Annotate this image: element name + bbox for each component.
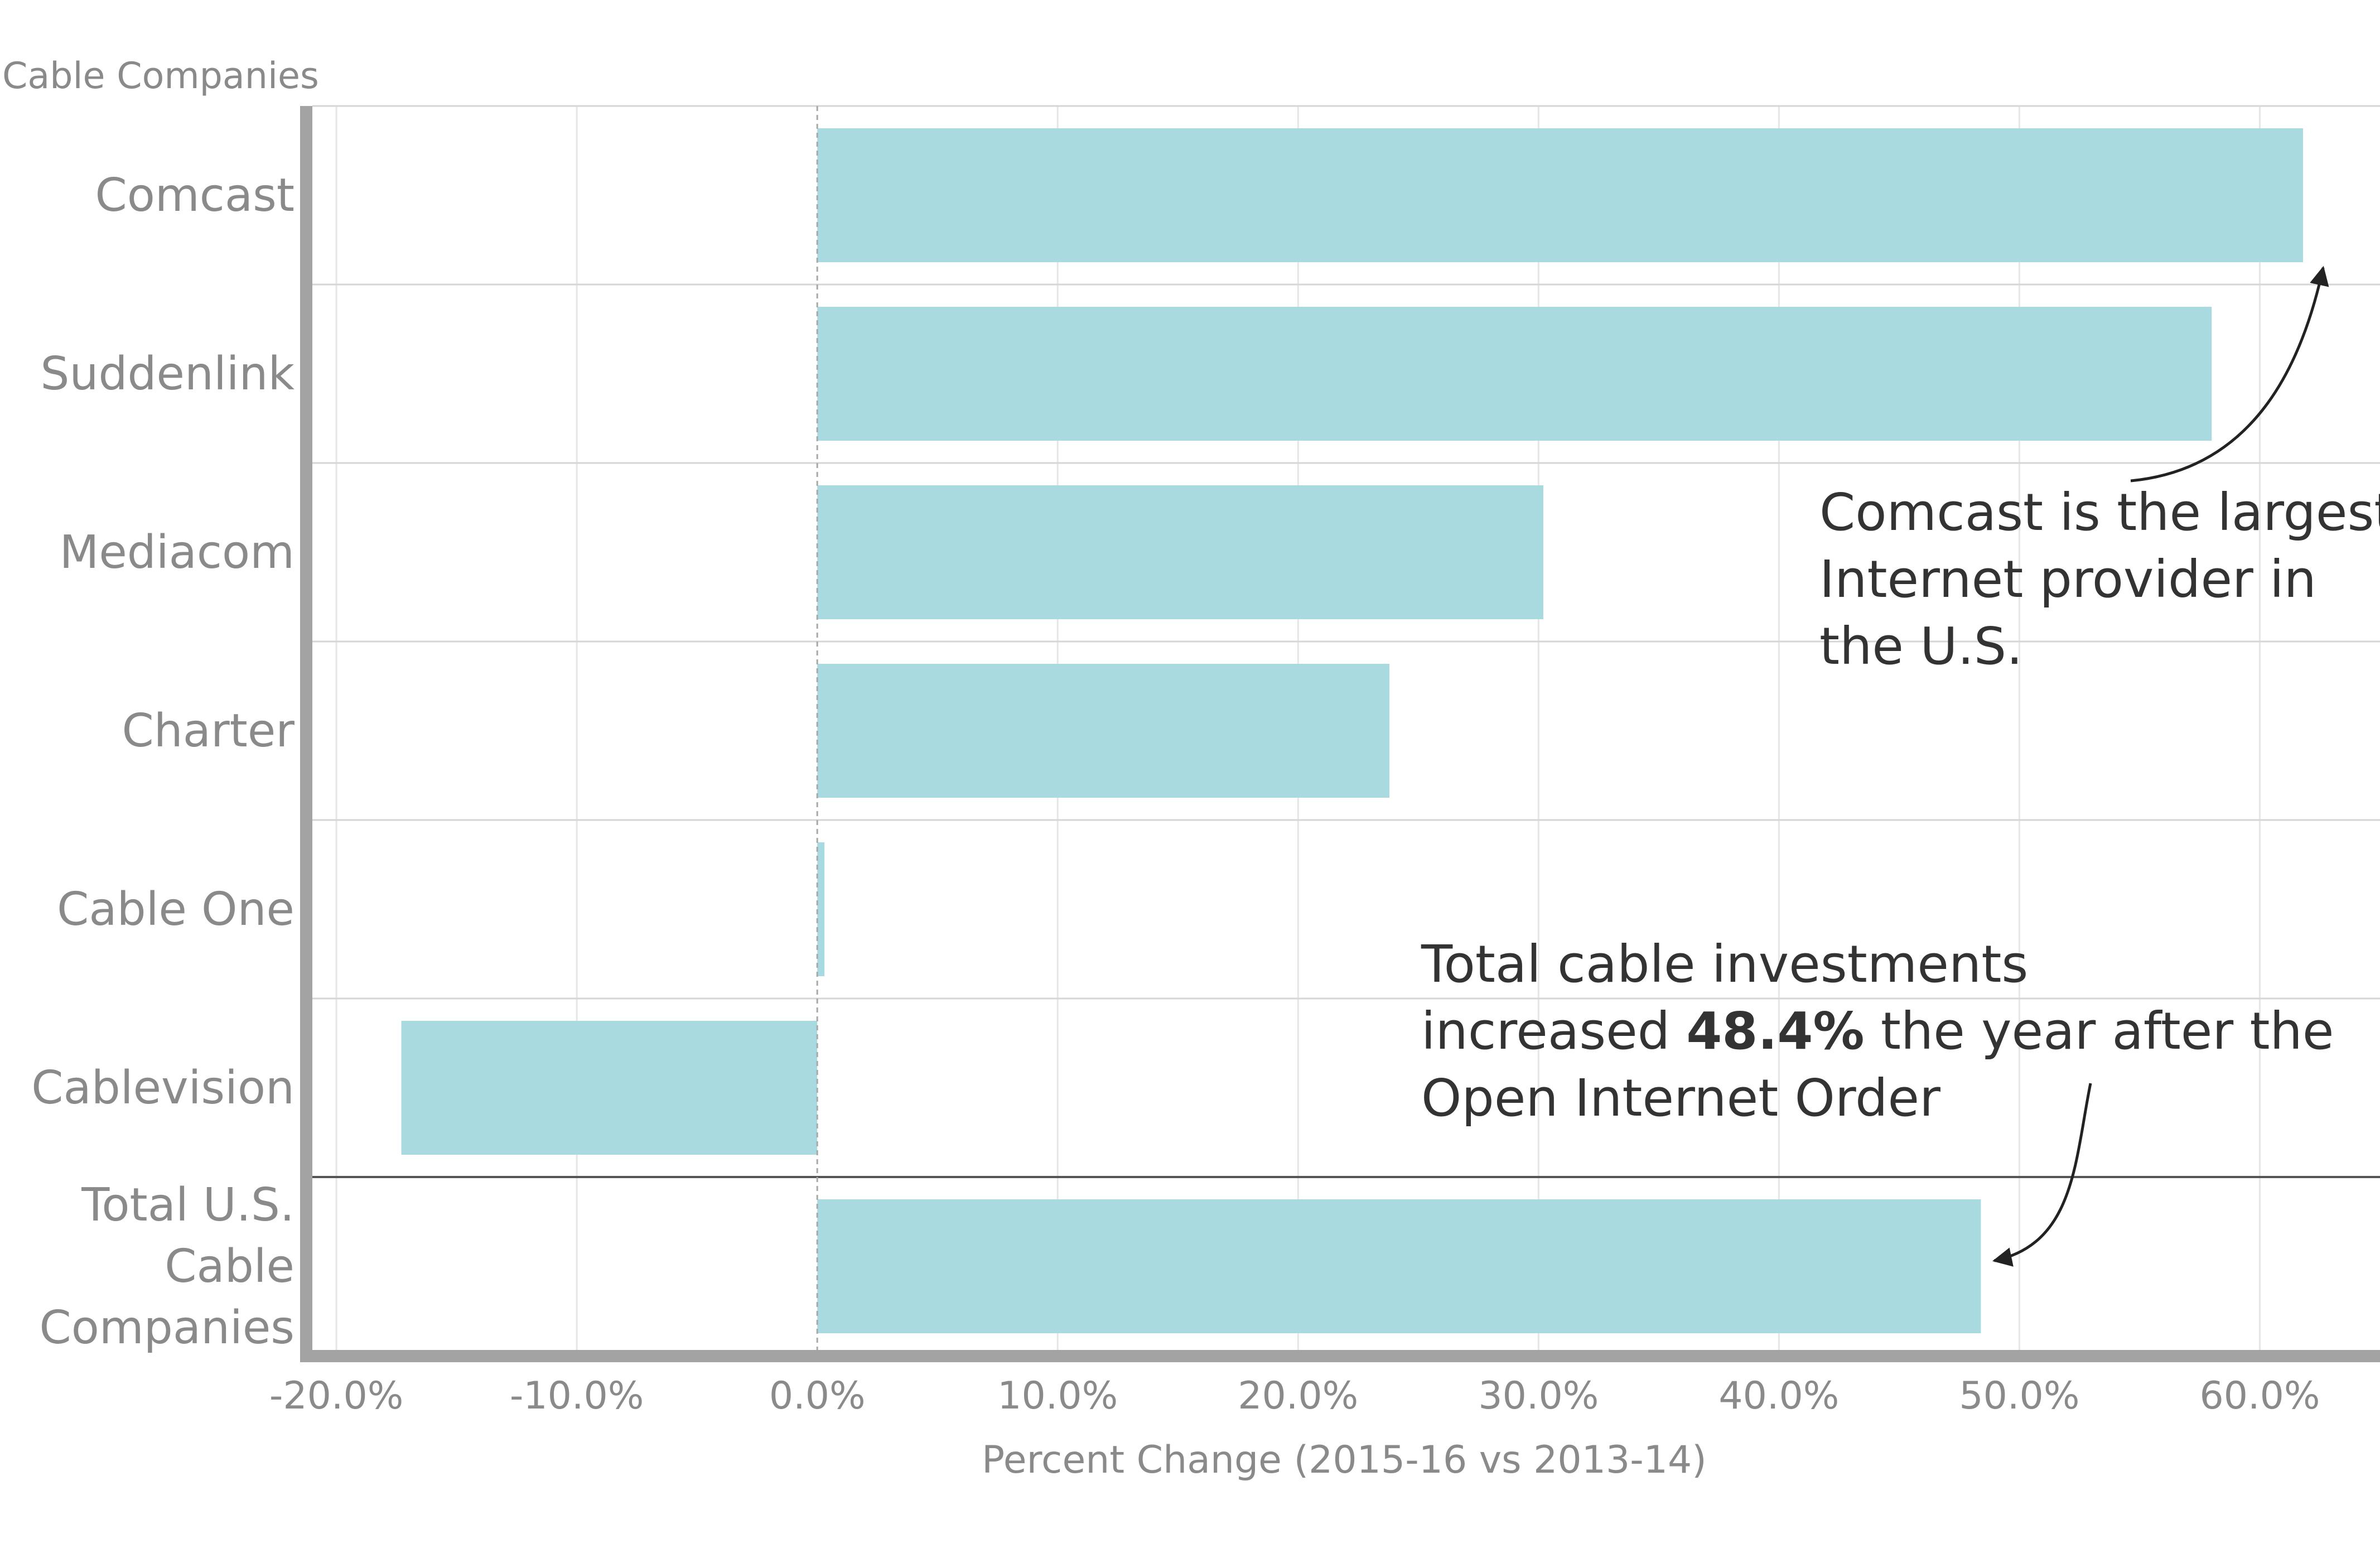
- category-label-comcast: Comcast: [95, 169, 295, 222]
- x-tick-label: 10.0%: [997, 1374, 1118, 1418]
- arrow-comcast: [2130, 266, 2329, 483]
- category-label-mediacom: Mediacom: [60, 526, 295, 579]
- bar-suddenlink: [817, 307, 2212, 441]
- category-labels: Comcast Suddenlink Mediacom Charter Cable On…: [31, 169, 295, 1354]
- axis-frame: [300, 106, 2380, 1362]
- x-tick-label: 20.0%: [1238, 1374, 1358, 1418]
- annotations: Comcast is the largest Internet provider …: [1421, 266, 2380, 1267]
- bar-mediacom: [817, 485, 1543, 619]
- category-label-cable-one: Cable One: [57, 883, 295, 936]
- category-label-total-u-s-cable-companies: Total U.S. Cable Companies: [39, 1179, 295, 1354]
- bar-charter: [817, 664, 1390, 798]
- annotation-total-note: Total cable investments increased 48.4% t…: [1421, 934, 2334, 1128]
- bar-cable-one: [817, 842, 825, 976]
- x-tick-label: -10.0%: [510, 1374, 644, 1418]
- category-label-cablevision: Cablevision: [31, 1062, 295, 1115]
- bar-total-u-s-cable-companies: [817, 1199, 1981, 1333]
- x-tick-label: 50.0%: [1959, 1374, 2079, 1418]
- x-tick-label: 40.0%: [1718, 1374, 1839, 1418]
- annotation-comcast-note: Comcast is the largest Internet provider …: [1819, 483, 2380, 676]
- x-axis-title: Percent Change (2015-16 vs 2013-14): [982, 1438, 1707, 1482]
- x-tick-label: 30.0%: [1478, 1374, 1599, 1418]
- bar-cablevision: [401, 1021, 818, 1155]
- x-tick-label: 0.0%: [769, 1374, 866, 1418]
- x-tick-label: -20.0%: [269, 1374, 404, 1418]
- bar-comcast: [817, 128, 2304, 262]
- bars: [401, 106, 2304, 1350]
- x-tick-label: 60.0%: [2199, 1374, 2320, 1418]
- axis-header-label: Cable Companies: [2, 55, 319, 97]
- category-label-charter: Charter: [122, 705, 295, 758]
- category-label-suddenlink: Suddenlink: [40, 348, 295, 401]
- x-tick-labels: -20.0% -10.0% 0.0% 10.0% 20.0% 30.0% 40.0% 50.0…: [269, 1374, 2320, 1418]
- arrow-total: [1992, 1083, 2092, 1267]
- y-axis-line: [300, 106, 312, 1362]
- x-axis-line: [300, 1350, 2380, 1362]
